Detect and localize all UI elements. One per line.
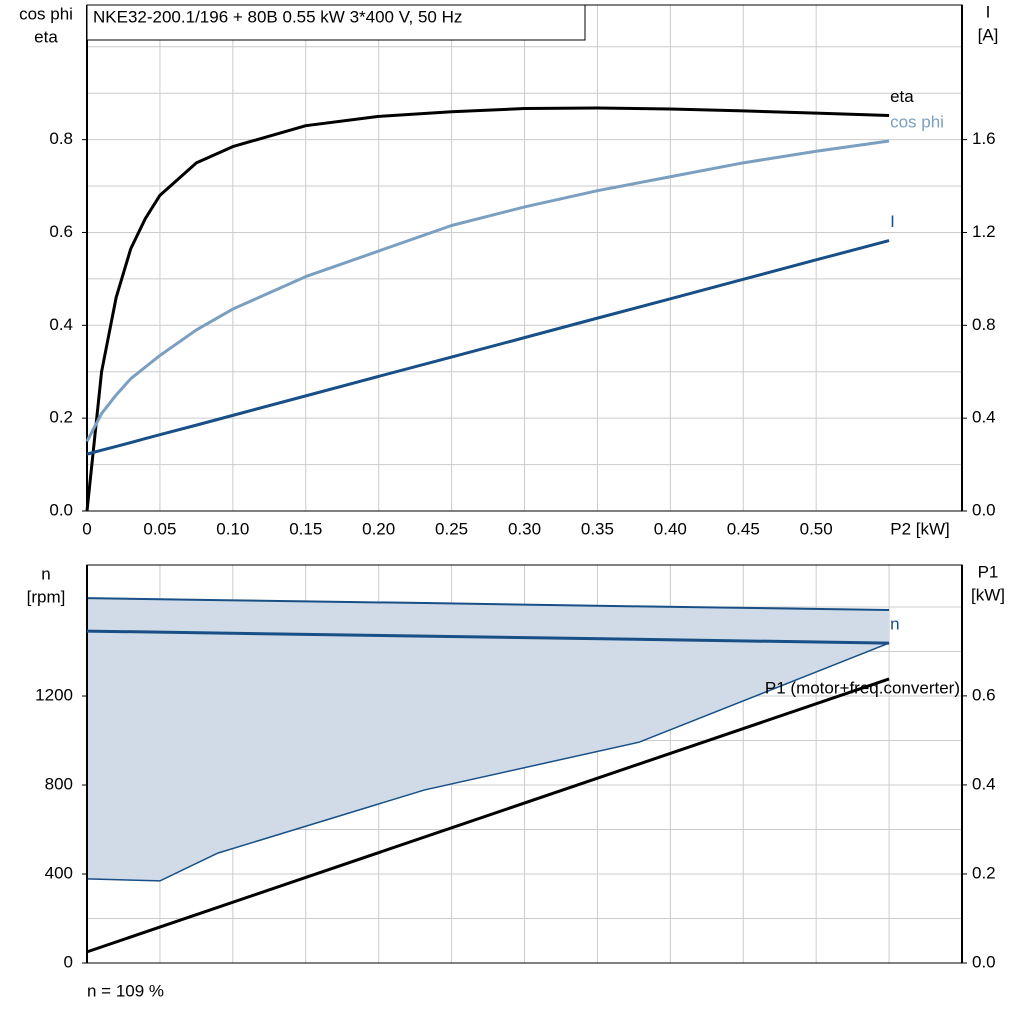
x-tick-label: 0.50: [800, 519, 833, 538]
y-tick-label: 0.0: [49, 500, 73, 519]
series-label: n: [890, 615, 899, 634]
x-tick-label: 0.30: [508, 519, 541, 538]
title-box: [86, 4, 586, 41]
y2-tick-label: 0.4: [972, 774, 996, 793]
y2-tick-label: 0.8: [972, 315, 996, 334]
y2-axis-label: P1: [978, 562, 999, 581]
x-tick-label: 0.25: [435, 519, 468, 538]
series-line: [85, 106, 890, 512]
y2-tick-label: 0.0: [972, 500, 996, 519]
operating-area: [87, 598, 890, 881]
series-line: [86, 629, 890, 645]
y-axis-label: n: [41, 564, 50, 583]
x-axis-label: P2 [kW]: [890, 519, 950, 538]
area-upper-edge: [86, 597, 890, 611]
x-tick-label: 0.15: [289, 519, 322, 538]
x-tick-label: 0.10: [216, 519, 249, 538]
y-tick-label: 400: [45, 863, 73, 882]
y2-tick-label: 0.2: [972, 863, 996, 882]
x-tick-label: 0.45: [727, 519, 760, 538]
y-axis-label: cos phi: [19, 4, 73, 23]
y-axis-label: [rpm]: [27, 587, 66, 606]
y2-axis-label: [A]: [978, 25, 999, 44]
series-label: I: [890, 212, 895, 231]
y2-tick-label: 1.6: [972, 129, 996, 148]
x-tick-label: 0.05: [143, 519, 176, 538]
series-label: P1 (motor+freq.converter): [765, 678, 960, 697]
x-tick-label: 0.40: [654, 519, 687, 538]
annotation: n = 109 %: [87, 981, 164, 1000]
y2-tick-label: 0.4: [972, 408, 996, 427]
series-line: [85, 139, 890, 443]
series-label: eta: [890, 87, 914, 106]
x-tick-label: 0.35: [581, 519, 614, 538]
x-tick-label: 0: [82, 519, 91, 538]
x-tick-label: 0.20: [362, 519, 395, 538]
y-tick-label: 1200: [35, 686, 73, 705]
chart-title: NKE32-200.1/196 + 80B 0.55 kW 3*400 V, 5…: [93, 7, 462, 26]
series-line: [86, 239, 890, 456]
y-tick-label: 0: [64, 952, 73, 971]
y-tick-label: 800: [45, 775, 73, 794]
y2-axis-label: [kW]: [971, 585, 1005, 604]
y2-tick-label: 0.0: [972, 952, 996, 971]
series-line: [86, 677, 890, 954]
y-tick-label: 0.2: [49, 408, 73, 427]
y-axis-label: eta: [34, 27, 58, 46]
y2-tick-label: 0.6: [972, 685, 996, 704]
y-tick-label: 0.6: [49, 222, 73, 241]
y-tick-label: 0.8: [49, 129, 73, 148]
y-tick-label: 0.4: [49, 315, 73, 334]
y2-tick-label: 1.2: [972, 222, 996, 241]
area-lower-edge: [86, 642, 890, 882]
y2-axis-label: I: [986, 2, 991, 21]
series-label: cos phi: [890, 113, 944, 132]
